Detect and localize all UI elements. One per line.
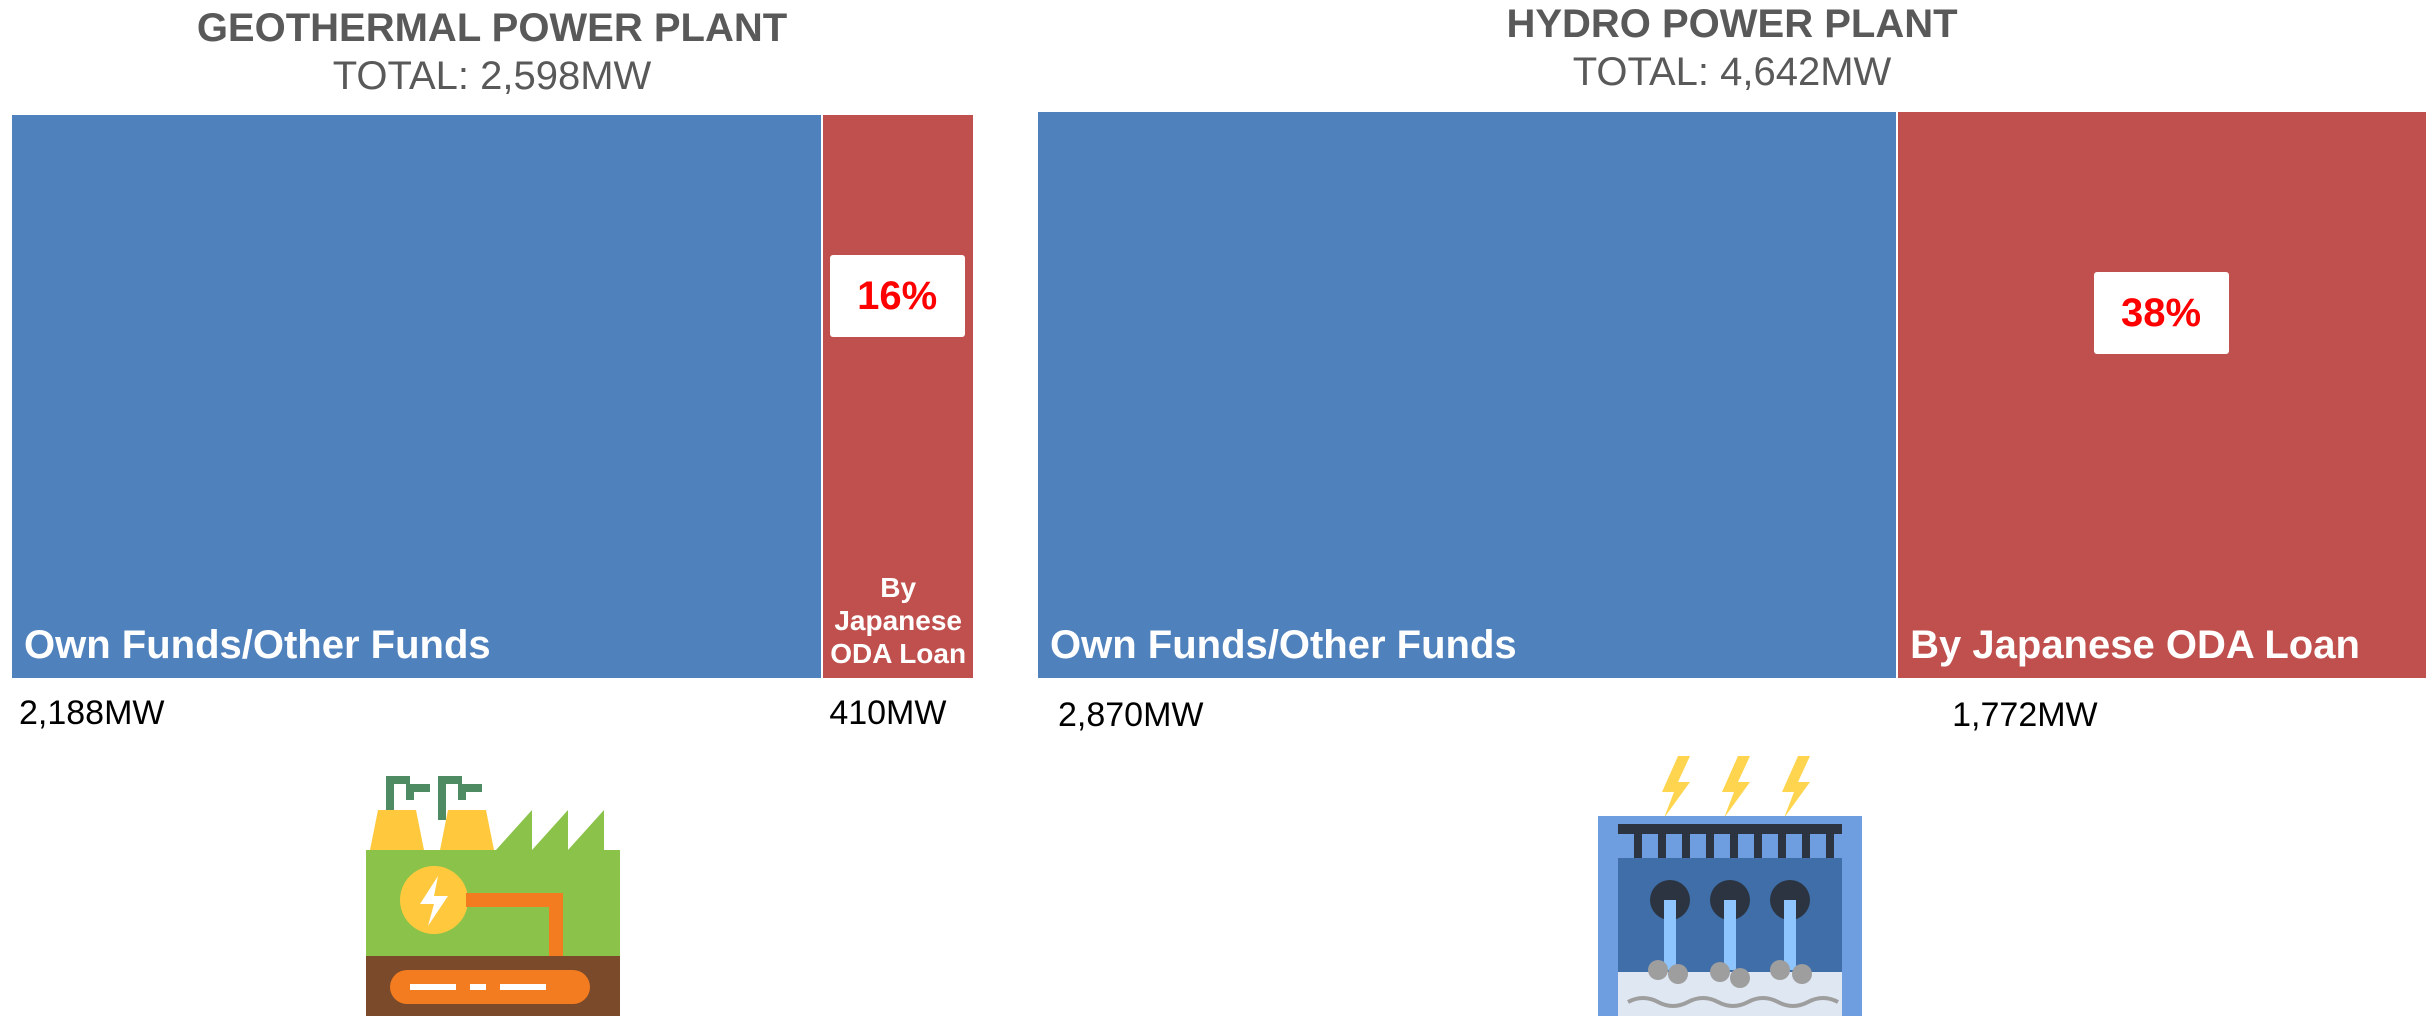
bar-segment: Own Funds/Other Funds: [12, 115, 821, 678]
geothermal-icon: [366, 760, 620, 1016]
percent-label: 38%: [2094, 272, 2229, 354]
percent-label: 16%: [830, 255, 965, 337]
segment-label: Own Funds/Other Funds: [1050, 623, 1517, 668]
segment-label: By Japanese ODA Loan: [1910, 623, 2360, 668]
chart-title: HYDRO POWER PLANT: [1506, 2, 1957, 47]
chart-title: GEOTHERMAL POWER PLANT: [197, 6, 787, 51]
page: {"chart_data": [ {"type": "stacked-bar",…: [0, 0, 2433, 1016]
value-label: 410MW: [829, 694, 946, 733]
value-label: 1,772MW: [1952, 696, 2098, 735]
segment-label: Own Funds/Other Funds: [24, 623, 491, 668]
bar-segment: Own Funds/Other Funds: [1038, 112, 1896, 678]
chart-subtitle: TOTAL: 4,642MW: [1573, 50, 1892, 95]
chart-subtitle: TOTAL: 2,598MW: [333, 54, 652, 99]
segment-label: By Japanese ODA Loan: [827, 571, 969, 670]
value-label: 2,870MW: [1058, 696, 1204, 735]
bar-segment: By Japanese ODA Loan: [821, 115, 973, 678]
value-label: 2,188MW: [19, 694, 165, 733]
hydro-icon: [1598, 752, 1862, 1016]
bar-segment: By Japanese ODA Loan: [1896, 112, 2426, 678]
